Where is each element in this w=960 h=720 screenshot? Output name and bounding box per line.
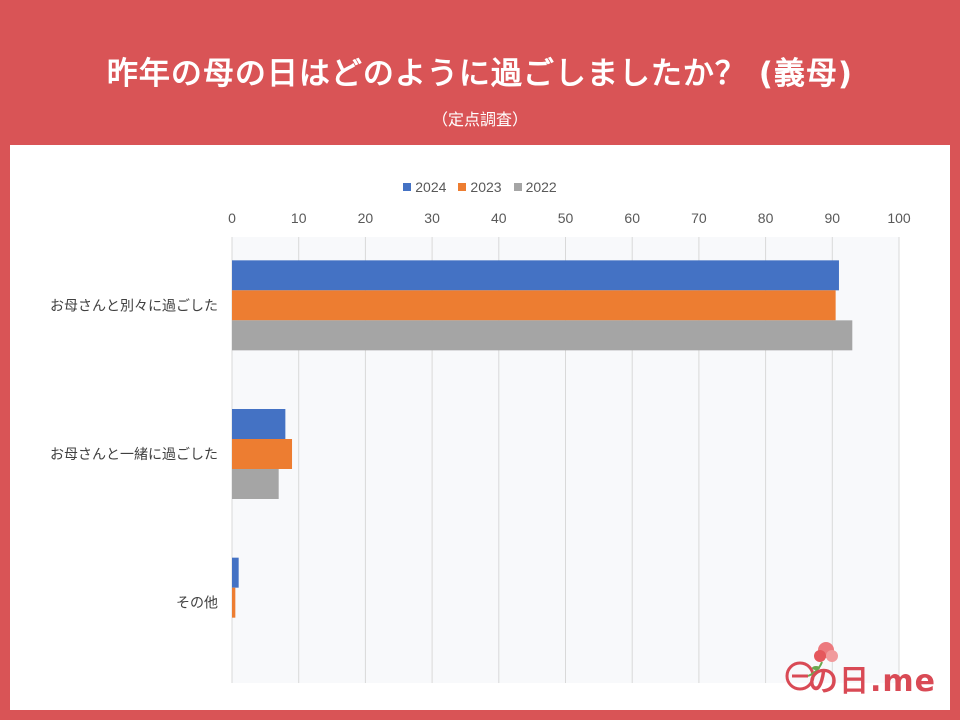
bar-2024-cat1	[232, 409, 286, 439]
chart-title: 昨年の母の日はどのように過ごしましたか？ (義母)	[106, 56, 854, 92]
x-tick-label-20: 20	[358, 210, 374, 226]
bar-2023-cat1	[232, 439, 293, 469]
x-tick-label-0: 0	[228, 210, 236, 226]
x-tick-label-40: 40	[491, 210, 507, 226]
legend-label-2024: 2024	[415, 179, 447, 195]
bar-2022-cat0	[232, 320, 853, 351]
x-tick-label-10: 10	[291, 210, 307, 226]
legend-swatch-2023	[458, 183, 467, 191]
bar-2024-cat2	[232, 557, 239, 588]
x-tick-label-30: 30	[424, 210, 440, 226]
x-tick-label-100: 100	[887, 210, 911, 226]
legend: 2024 2023 2022	[0, 179, 960, 195]
logo-text: の日.me	[808, 664, 937, 699]
legend-swatch-2024	[403, 183, 412, 191]
bar-2023-cat0	[232, 290, 836, 321]
legend-label-2022: 2022	[525, 179, 557, 195]
x-tick-label-50: 50	[558, 210, 574, 226]
bar-2023-cat2	[232, 587, 236, 618]
legend-item-2022: 2022	[513, 179, 557, 195]
category-label-0: お母さんと別々に過ごした	[50, 298, 218, 314]
x-tick-label-70: 70	[691, 210, 707, 226]
site-logo: の日.me	[778, 638, 938, 699]
legend-item-2023: 2023	[458, 179, 502, 195]
x-tick-label-90: 90	[825, 210, 841, 226]
legend-item-2024: 2024	[403, 179, 446, 195]
category-label-1: お母さんと一緒に過ごした	[50, 447, 218, 463]
bar-2022-cat1	[232, 469, 279, 499]
x-tick-label-80: 80	[758, 210, 774, 226]
carnation-logo-icon	[785, 642, 838, 691]
bar-2024-cat0	[232, 260, 839, 291]
legend-label-2023: 2023	[470, 179, 502, 195]
category-label-2: その他	[176, 596, 218, 612]
x-tick-label-60: 60	[624, 210, 640, 226]
chart-subtitle: （定点調査）	[431, 110, 528, 129]
legend-swatch-2022	[513, 183, 522, 191]
